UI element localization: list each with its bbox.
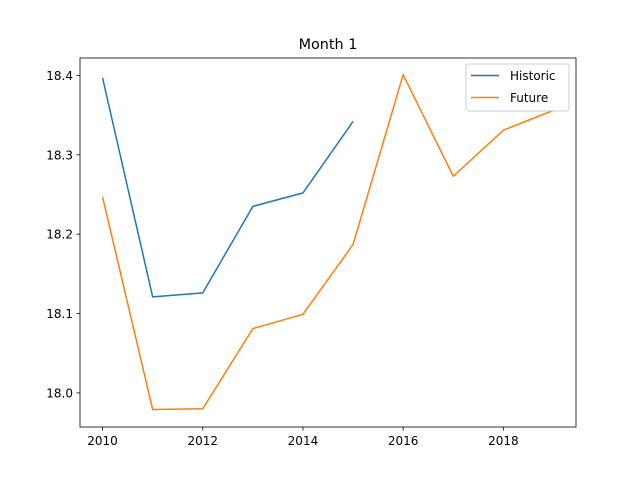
- x-tick-label: 2012: [187, 434, 218, 448]
- y-tick-label: 18.2: [46, 228, 73, 242]
- legend-label-future: Future: [510, 91, 548, 105]
- y-axis: 18.0 18.1 18.2 18.3 18.4: [46, 69, 80, 400]
- y-tick-label: 18.0: [46, 386, 73, 400]
- series-line-future: [101, 73, 554, 411]
- chart-title: Month 1: [299, 37, 358, 53]
- y-tick-label: 18.3: [46, 148, 73, 162]
- series-line-historic: [101, 77, 354, 298]
- legend: Historic Future: [465, 63, 570, 112]
- x-tick-label: 2010: [87, 434, 118, 448]
- series-layer: [101, 73, 554, 411]
- legend-label-historic: Historic: [510, 69, 556, 83]
- x-tick-label: 2014: [288, 434, 319, 448]
- axes-frame: [79, 57, 577, 428]
- y-tick-label: 18.1: [46, 307, 73, 321]
- x-tick-label: 2016: [388, 434, 419, 448]
- x-axis: 2010 2012 2014 2016 2018: [87, 427, 519, 448]
- x-tick-label: 2018: [488, 434, 519, 448]
- y-tick-label: 18.4: [46, 69, 73, 83]
